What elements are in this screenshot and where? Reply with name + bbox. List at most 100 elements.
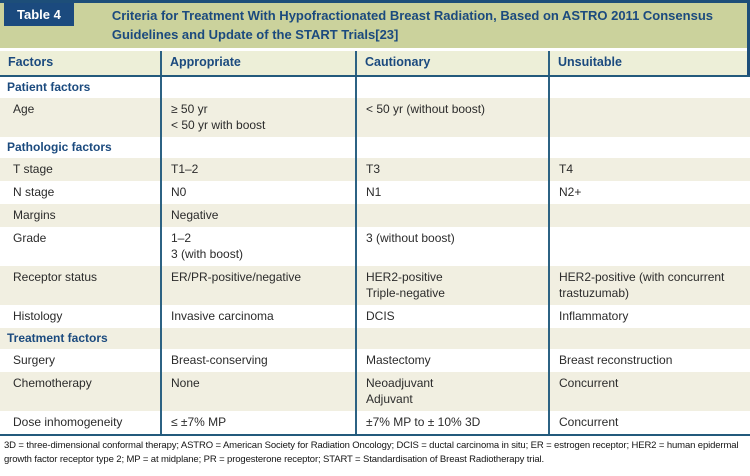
cell-line: T1–2 (171, 162, 199, 176)
cell-line: < 50 yr (without boost) (366, 102, 486, 116)
cell-line: HER2-positive (with concurrent trastuzum… (559, 270, 725, 300)
cautionary-cell (355, 204, 548, 227)
cautionary-cell: DCIS (355, 305, 548, 328)
title-band: Table 4 Criteria for Treatment With Hypo… (0, 3, 747, 48)
table-row: Receptor status ER/PR-positive/negative HE… (0, 266, 750, 305)
unsuitable-cell (548, 204, 750, 227)
appropriate-cell: ER/PR-positive/negative (160, 266, 355, 305)
section-label: Patient factors (7, 80, 91, 94)
section-row: Pathologic factors (0, 137, 750, 158)
cell-line: Neoadjuvant (366, 376, 434, 390)
table-row: Margins Negative (0, 204, 750, 227)
table-body: Patient factors Age ≥ 50 yr < 50 yr with bo… (0, 77, 750, 434)
cautionary-cell: Mastectomy (355, 349, 548, 372)
footer-rule (0, 434, 750, 436)
cell-line: Mastectomy (366, 353, 431, 367)
table-header-area: Table 4 Criteria for Treatment With Hypo… (0, 0, 750, 75)
cell-line: T3 (366, 162, 381, 176)
cell-line: Adjuvant (366, 392, 413, 406)
cautionary-cell: HER2-positive Triple-negative (355, 266, 548, 305)
empty-cell (548, 77, 750, 98)
appropriate-cell: Negative (160, 204, 355, 227)
title-divider (0, 48, 747, 51)
cell-line: ≥ 50 yr (171, 102, 208, 116)
table-row: Surgery Breast-conserving Mastectomy Breast… (0, 349, 750, 372)
factor-cell: Dose inhomogeneity (13, 415, 123, 429)
factor-cell: Grade (13, 231, 47, 245)
cell-line: ±7% MP to ± 10% 3D (366, 415, 481, 429)
section-label: Treatment factors (7, 331, 108, 345)
table-row: Dose inhomogeneity ≤ ±7% MP ±7% MP to ± 10… (0, 411, 750, 434)
table-row: Histology Invasive carcinoma DCIS Inflammat… (0, 305, 750, 328)
table-row: Age ≥ 50 yr < 50 yr with boost < 50 yr (wit… (0, 98, 750, 137)
factor-cell: Age (13, 102, 35, 116)
cautionary-cell: 3 (without boost) (355, 227, 548, 266)
appropriate-cell: ≤ ±7% MP (160, 411, 355, 434)
unsuitable-cell: Concurrent (548, 411, 750, 434)
cell-line: Inflammatory (559, 309, 629, 323)
column-header-cautionary: Cautionary (355, 51, 548, 75)
cell-line: Breast reconstruction (559, 353, 673, 367)
column-header-factors: Factors (8, 55, 54, 69)
unsuitable-cell: Concurrent (548, 372, 750, 411)
empty-cell (548, 328, 750, 349)
cell-line: HER2-positive (366, 270, 443, 284)
unsuitable-cell (548, 227, 750, 266)
unsuitable-cell: N2+ (548, 181, 750, 204)
column-header-unsuitable: Unsuitable (548, 51, 747, 75)
cell-line: Triple-negative (366, 286, 445, 300)
factor-cell: Histology (13, 309, 63, 323)
cautionary-cell: Neoadjuvant Adjuvant (355, 372, 548, 411)
cautionary-cell: T3 (355, 158, 548, 181)
appropriate-cell: ≥ 50 yr < 50 yr with boost (160, 98, 355, 137)
section-row: Treatment factors (0, 328, 750, 349)
table-number-label: Table 4 (4, 3, 74, 26)
empty-cell (548, 137, 750, 158)
column-header-appropriate: Appropriate (160, 51, 355, 75)
factor-cell: Surgery (13, 353, 56, 367)
cautionary-cell: < 50 yr (without boost) (355, 98, 548, 137)
cell-line: None (171, 376, 200, 390)
unsuitable-cell: Breast reconstruction (548, 349, 750, 372)
table-row: Grade 1–2 3 (with boost) 3 (without boost) (0, 227, 750, 266)
factor-cell: Receptor status (13, 270, 98, 284)
cell-line: ≤ ±7% MP (171, 415, 227, 429)
column-header-row: Factors Appropriate Cautionary Unsuitabl… (0, 51, 747, 75)
footnote: 3D = three-dimensional conformal therapy… (4, 440, 739, 465)
appropriate-cell: T1–2 (160, 158, 355, 181)
table-row: N stage N0 N1 N2+ (0, 181, 750, 204)
empty-cell (160, 328, 355, 349)
cell-line: Concurrent (559, 376, 619, 390)
empty-cell (160, 77, 355, 98)
empty-cell (160, 137, 355, 158)
cell-line: Concurrent (559, 415, 619, 429)
table-title: Criteria for Treatment With Hypofraction… (111, 8, 713, 42)
cell-line: 3 (without boost) (366, 231, 455, 245)
cell-line: N1 (366, 185, 382, 199)
section-row: Patient factors (0, 77, 750, 98)
factor-cell: Chemotherapy (13, 376, 92, 390)
appropriate-cell: 1–2 3 (with boost) (160, 227, 355, 266)
cell-line: 1–2 (171, 231, 192, 245)
unsuitable-cell: Inflammatory (548, 305, 750, 328)
appropriate-cell: Breast-conserving (160, 349, 355, 372)
cell-line: Negative (171, 208, 219, 222)
appropriate-cell: Invasive carcinoma (160, 305, 355, 328)
appropriate-cell: N0 (160, 181, 355, 204)
cautionary-cell: N1 (355, 181, 548, 204)
cell-line: T4 (559, 162, 574, 176)
cell-line: N0 (171, 185, 187, 199)
cautionary-cell: ±7% MP to ± 10% 3D (355, 411, 548, 434)
factor-cell: N stage (13, 185, 55, 199)
empty-cell (355, 328, 548, 349)
cell-line: Breast-conserving (171, 353, 268, 367)
cell-line: DCIS (366, 309, 395, 323)
cell-line: 3 (with boost) (171, 247, 244, 261)
header-rule (0, 75, 750, 77)
unsuitable-cell: HER2-positive (with concurrent trastuzum… (548, 266, 750, 305)
cell-line: < 50 yr with boost (171, 118, 266, 132)
cell-line: Invasive carcinoma (171, 309, 274, 323)
unsuitable-cell: T4 (548, 158, 750, 181)
cell-line: N2+ (559, 185, 582, 199)
